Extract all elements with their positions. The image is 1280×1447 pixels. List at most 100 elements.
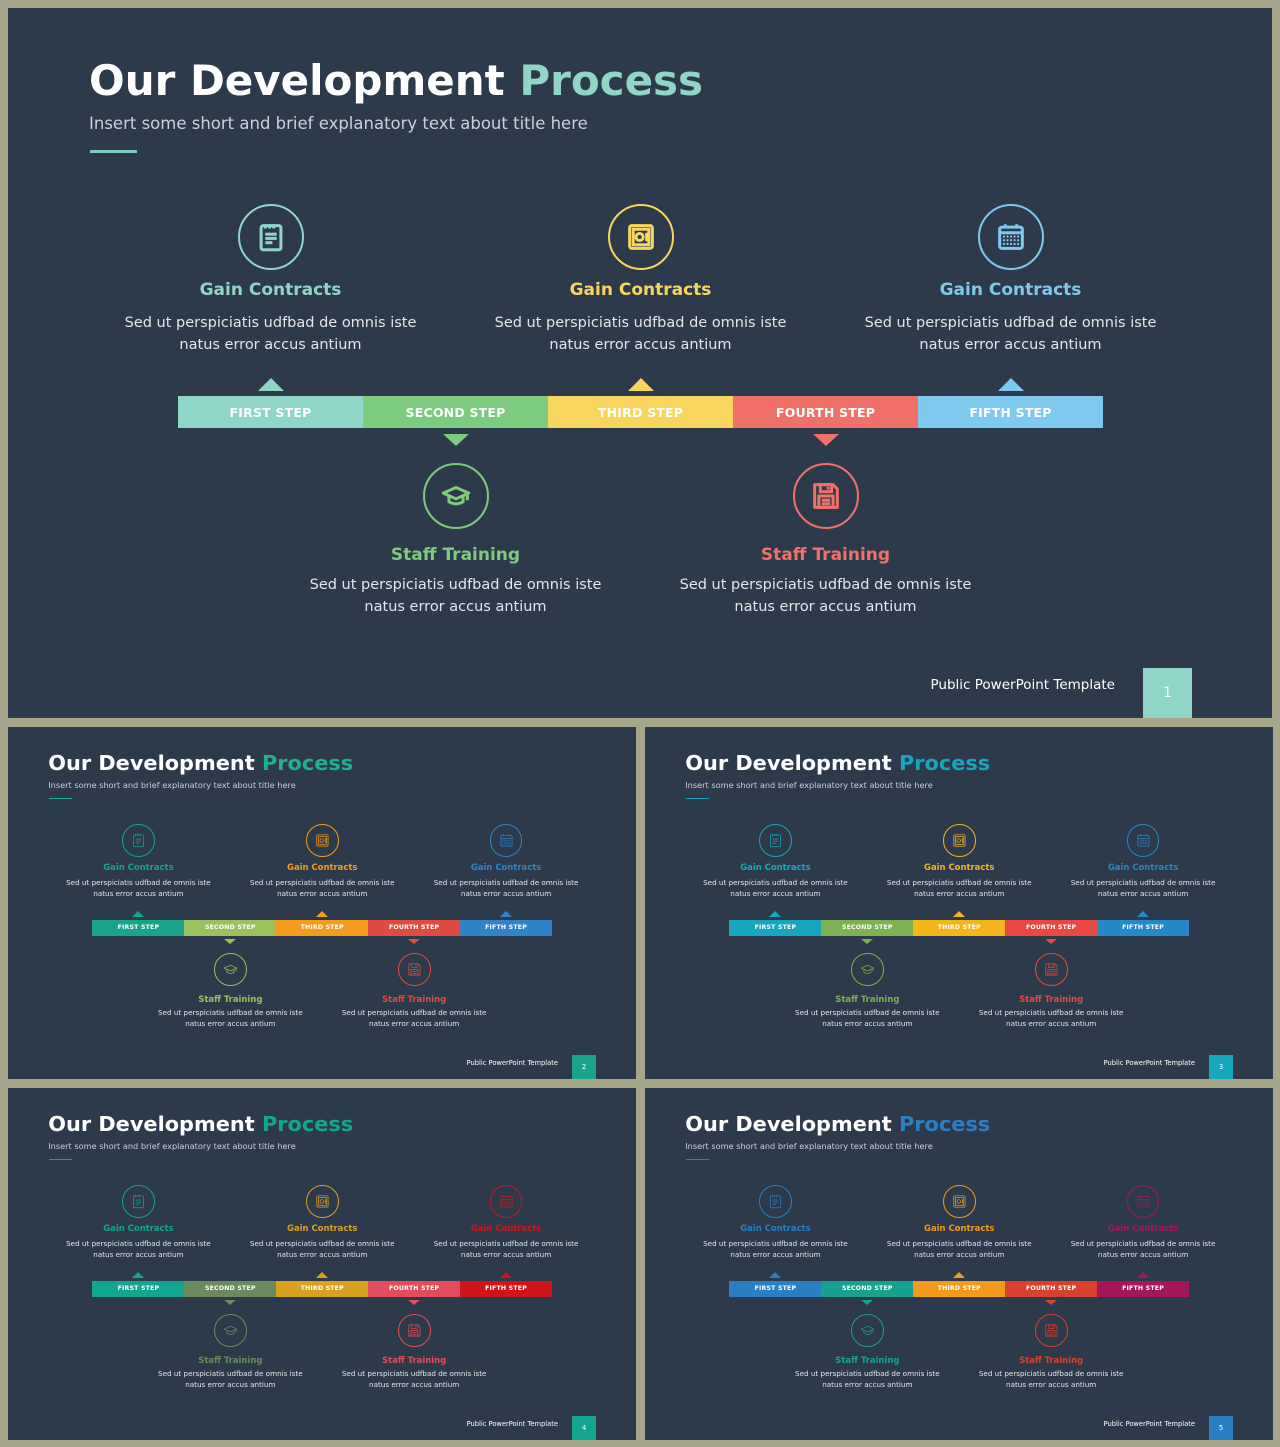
description-line-1: Sed ut perspiciatis udfbad de omnis iste	[795, 1369, 940, 1380]
slide-title: Our Development Process	[685, 751, 990, 775]
step-segment-3[interactable]: THIRD STEP	[548, 396, 733, 428]
slide-subtitle: Insert some short and brief explanatory …	[685, 780, 933, 790]
slide-title: Our Development Process	[48, 751, 353, 775]
item-description: Sed ut perspiciatis udfbad de omnis iste…	[979, 1008, 1124, 1030]
title-underline	[686, 1159, 709, 1160]
description-line-1: Sed ut perspiciatis udfbad de omnis iste	[250, 878, 395, 889]
calendar-icon	[994, 220, 1028, 254]
calendar-icon	[498, 832, 515, 849]
item-description: Sed ut perspiciatis udfbad de omnis iste…	[795, 1008, 940, 1030]
staff-training-label: Staff Training	[1019, 1355, 1083, 1365]
description-line-2: natus error accus antium	[342, 1019, 487, 1030]
page-number: 5	[1209, 1416, 1233, 1440]
graduation-cap-icon-badge	[423, 463, 489, 529]
step-segment-2[interactable]: SECOND STEP	[821, 1281, 913, 1297]
calendar-icon-badge	[1127, 1185, 1160, 1218]
gain-contracts-label: Gain Contracts	[103, 862, 173, 872]
page-number: 3	[1209, 1055, 1233, 1079]
step-segment-2[interactable]: SECOND STEP	[821, 920, 913, 936]
description-line-2: natus error accus antium	[250, 889, 395, 900]
safe-icon	[951, 832, 968, 849]
slide-1[interactable]: Our Development Process Insert some short…	[8, 8, 1272, 718]
page-number: 2	[572, 1055, 596, 1079]
step-marker-up-3	[1137, 1272, 1149, 1278]
step-segment-5[interactable]: FIFTH STEP	[1097, 1281, 1189, 1297]
step-segment-4[interactable]: FOURTH STEP	[733, 396, 918, 428]
step-bar: FIRST STEP SECOND STEP THIRD STEP FOURTH ST…	[729, 920, 1189, 936]
floppy-disk-icon-badge	[1035, 1314, 1068, 1347]
step-segment-4[interactable]: FOURTH STEP	[368, 1281, 460, 1297]
notepad-icon-badge	[122, 1185, 155, 1218]
step-segment-5[interactable]: FIFTH STEP	[460, 920, 552, 936]
staff-training-label: Staff Training	[198, 1355, 262, 1365]
floppy-disk-icon-badge	[793, 463, 859, 529]
slide-2[interactable]: Our Development Process Insert some short…	[8, 727, 636, 1079]
item-description: Sed ut perspiciatis udfbad de omnis iste…	[434, 1239, 579, 1261]
item-description: Sed ut perspiciatis udfbad de omnis iste…	[703, 878, 848, 900]
step-marker-down-1	[861, 939, 873, 944]
description-line-1: Sed ut perspiciatis udfbad de omnis iste	[158, 1369, 303, 1380]
step-segment-4[interactable]: FOURTH STEP	[368, 920, 460, 936]
step-bar: FIRST STEP SECOND STEP THIRD STEP FOURTH ST…	[92, 1281, 552, 1297]
calendar-icon-badge	[978, 204, 1044, 270]
step-segment-1[interactable]: FIRST STEP	[92, 1281, 184, 1297]
title-underline	[49, 1159, 72, 1160]
footer-text: Public PowerPoint Template	[467, 1420, 558, 1428]
description-line-1: Sed ut perspiciatis udfbad de omnis iste	[250, 1239, 395, 1250]
description-line-2: natus error accus antium	[795, 1019, 940, 1030]
gain-contracts-label: Gain Contracts	[1108, 1223, 1178, 1233]
step-segment-3[interactable]: THIRD STEP	[276, 1281, 368, 1297]
slide-subtitle: Insert some short and brief explanatory …	[48, 1141, 296, 1151]
floppy-disk-icon-badge	[1035, 953, 1068, 986]
description-line-1: Sed ut perspiciatis udfbad de omnis iste	[887, 878, 1032, 889]
step-segment-5[interactable]: FIFTH STEP	[460, 1281, 552, 1297]
step-segment-2[interactable]: SECOND STEP	[184, 920, 276, 936]
slide-5[interactable]: Our Development Process Insert some short…	[645, 1088, 1273, 1440]
slide-4[interactable]: Our Development Process Insert some short…	[8, 1088, 636, 1440]
staff-training-label: Staff Training	[382, 994, 446, 1004]
calendar-icon-badge	[1127, 824, 1160, 857]
step-segment-1[interactable]: FIRST STEP	[92, 920, 184, 936]
item-description: Sed ut perspiciatis udfbad de omnis iste…	[342, 1008, 487, 1030]
title-accent: Process	[899, 1112, 990, 1136]
item-description: Sed ut perspiciatis udfbad de omnis iste…	[250, 878, 395, 900]
step-segment-2[interactable]: SECOND STEP	[184, 1281, 276, 1297]
slide-3[interactable]: Our Development Process Insert some short…	[645, 727, 1273, 1079]
title-main: Our Development	[89, 56, 505, 105]
notepad-icon	[767, 832, 784, 849]
title-main: Our Development	[685, 751, 891, 775]
floppy-disk-icon	[1043, 961, 1060, 978]
footer-text: Public PowerPoint Template	[467, 1059, 558, 1067]
step-segment-2[interactable]: SECOND STEP	[363, 396, 548, 428]
step-segment-5[interactable]: FIFTH STEP	[918, 396, 1103, 428]
step-segment-3[interactable]: THIRD STEP	[913, 920, 1005, 936]
item-description: Sed ut perspiciatis udfbad de omnis iste…	[310, 574, 602, 618]
description-line-1: Sed ut perspiciatis udfbad de omnis iste	[979, 1008, 1124, 1019]
step-marker-down-2	[1045, 939, 1057, 944]
gain-contracts-label: Gain Contracts	[103, 1223, 173, 1233]
step-segment-3[interactable]: THIRD STEP	[276, 920, 368, 936]
step-marker-up-1	[258, 378, 284, 391]
description-line-1: Sed ut perspiciatis udfbad de omnis iste	[342, 1369, 487, 1380]
staff-training-label: Staff Training	[198, 994, 262, 1004]
floppy-disk-icon	[809, 479, 843, 513]
footer-text: Public PowerPoint Template	[1104, 1420, 1195, 1428]
step-marker-up-3	[500, 1272, 512, 1278]
step-bar: FIRST STEP SECOND STEP THIRD STEP FOURTH ST…	[92, 920, 552, 936]
step-segment-4[interactable]: FOURTH STEP	[1005, 1281, 1097, 1297]
graduation-cap-icon-badge	[214, 1314, 247, 1347]
description-line-2: natus error accus antium	[66, 1250, 211, 1261]
step-marker-up-2	[316, 1272, 328, 1278]
page-number: 4	[572, 1416, 596, 1440]
step-segment-4[interactable]: FOURTH STEP	[1005, 920, 1097, 936]
item-description: Sed ut perspiciatis udfbad de omnis iste…	[887, 1239, 1032, 1261]
description-line-2: natus error accus antium	[310, 596, 602, 618]
step-segment-5[interactable]: FIFTH STEP	[1097, 920, 1189, 936]
title-main: Our Development	[48, 1112, 254, 1136]
step-segment-1[interactable]: FIRST STEP	[178, 396, 363, 428]
step-segment-1[interactable]: FIRST STEP	[729, 920, 821, 936]
description-line-1: Sed ut perspiciatis udfbad de omnis iste	[865, 312, 1157, 334]
item-description: Sed ut perspiciatis udfbad de omnis iste…	[66, 1239, 211, 1261]
step-segment-3[interactable]: THIRD STEP	[913, 1281, 1005, 1297]
step-segment-1[interactable]: FIRST STEP	[729, 1281, 821, 1297]
